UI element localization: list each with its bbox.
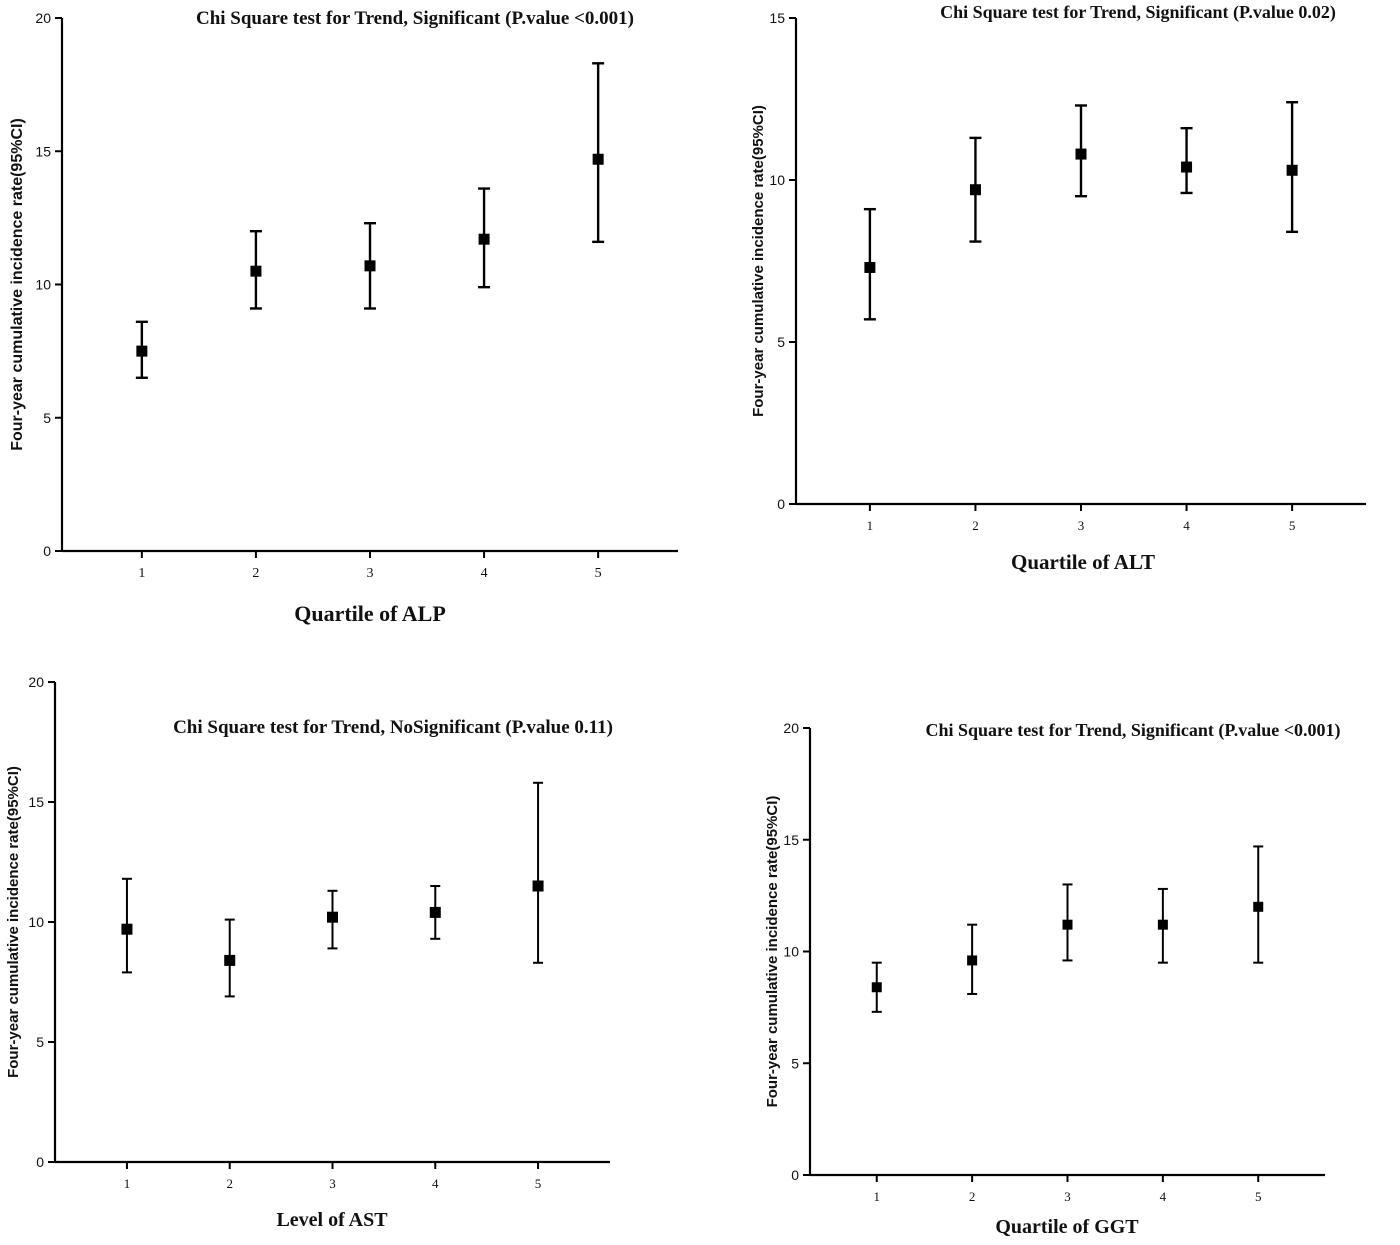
y-tick-label: 0 <box>43 543 51 559</box>
y-tick-label: 10 <box>783 944 799 960</box>
data-point <box>1075 148 1087 160</box>
x-tick-label: 2 <box>969 1189 976 1204</box>
data-point <box>121 923 133 935</box>
chart-title: Chi Square test for Trend, Significant (… <box>940 2 1336 23</box>
y-tick-label: 5 <box>43 410 51 426</box>
data-point <box>592 153 604 165</box>
x-tick-label: 3 <box>1064 1189 1071 1204</box>
data-point <box>1253 901 1264 912</box>
data-point <box>224 954 236 966</box>
data-point <box>1062 919 1073 930</box>
y-tick-label: 10 <box>35 277 51 293</box>
y-tick-label: 5 <box>36 1034 44 1050</box>
x-tick-label: 1 <box>874 1189 881 1204</box>
y-tick-label: 5 <box>777 334 785 350</box>
error-bar <box>1180 126 1193 195</box>
y-axis-label: Four-year cumulative incidence rate(95%C… <box>750 105 767 417</box>
x-axis-label: Level of AST <box>276 1209 388 1231</box>
x-tick-label: 4 <box>432 1176 439 1191</box>
y-tick-label: 5 <box>791 1055 799 1071</box>
chart-panel-alt: 0 5 10 15 1 2 3 4 5 Chi Square test for Trend, Si… <box>750 2 1366 574</box>
y-tick-label: 15 <box>783 832 799 848</box>
y-axis-label: Four-year cumulative incidence rate(95%C… <box>9 118 26 451</box>
x-tick-label: 3 <box>1078 518 1085 533</box>
y-tick-label: 10 <box>28 914 44 930</box>
y-tick-label: 0 <box>36 1154 44 1170</box>
data-point <box>1157 919 1168 930</box>
x-tick-label: 4 <box>481 566 488 581</box>
data-point <box>1181 161 1193 173</box>
y-tick-label: 20 <box>35 10 51 26</box>
data-point <box>969 184 981 196</box>
y-tick-label: 15 <box>35 143 51 159</box>
data-point <box>364 260 376 272</box>
data-point <box>1286 164 1298 176</box>
y-tick-label: 0 <box>791 1167 799 1183</box>
error-bar <box>533 781 544 964</box>
data-point <box>871 982 882 993</box>
data-point <box>136 345 148 357</box>
chart-panel-ast: 0 5 10 15 20 1 2 3 4 5 Chi Square test for Trend, … <box>5 674 613 1231</box>
y-tick-label: 20 <box>783 720 799 736</box>
x-tick-label: 2 <box>226 1176 233 1191</box>
error-bar <box>592 62 605 244</box>
x-tick-label: 5 <box>1255 1189 1262 1204</box>
y-tick-label: 15 <box>28 794 44 810</box>
x-tick-label: 5 <box>535 1176 542 1191</box>
x-tick-label: 3 <box>329 1176 336 1191</box>
y-axis-label: Four-year cumulative incidence rate(95%C… <box>5 766 22 1078</box>
y-tick-label: 15 <box>769 10 785 26</box>
chart-title: Chi Square test for Trend, NoSignificant… <box>173 717 613 738</box>
data-point <box>532 880 544 892</box>
chart-title: Chi Square test for Trend, Significant (… <box>196 8 634 29</box>
x-tick-label: 4 <box>1160 1189 1167 1204</box>
y-tick-label: 0 <box>777 496 785 512</box>
x-tick-label: 4 <box>1183 518 1190 533</box>
chart-panel-ggt: 0 5 10 15 20 1 2 3 4 5 Chi Square test for Trend, … <box>764 720 1340 1238</box>
x-tick-label: 5 <box>595 566 602 581</box>
chart-panel-alp: 0 5 10 15 20 1 2 3 4 5 Chi Square test for Trend, … <box>9 8 678 626</box>
x-axis-label: Quartile of ALP <box>294 601 446 626</box>
x-axis-label: Quartile of GGT <box>995 1216 1139 1238</box>
data-point <box>327 911 338 923</box>
x-tick-label: 2 <box>972 518 979 533</box>
y-axis-label: Four-year cumulative incidence rate(95%C… <box>764 796 781 1108</box>
x-tick-label: 1 <box>138 566 145 581</box>
x-tick-label: 1 <box>867 518 874 533</box>
data-point <box>864 261 876 273</box>
data-point <box>478 233 490 245</box>
x-tick-label: 5 <box>1289 518 1296 533</box>
x-tick-label: 3 <box>367 566 374 581</box>
x-tick-label: 2 <box>252 566 259 581</box>
y-tick-label: 10 <box>769 172 785 188</box>
data-point <box>967 955 978 966</box>
y-tick-label: 20 <box>28 674 44 690</box>
data-point <box>250 265 262 277</box>
data-point <box>429 906 441 918</box>
chart-title: Chi Square test for Trend, Significant (… <box>926 720 1341 741</box>
x-axis-label: Quartile of ALT <box>1011 550 1155 574</box>
x-tick-label: 1 <box>124 1176 131 1191</box>
